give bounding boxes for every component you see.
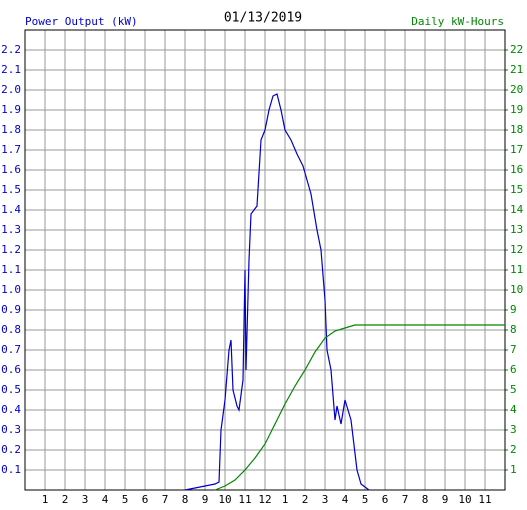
x-tick-label: 1 <box>42 493 49 506</box>
y-tick-label: 0.5 <box>1 383 21 396</box>
y-tick-label: 1.8 <box>1 123 21 136</box>
y2-tick-label: 2 <box>510 443 517 456</box>
y2-tick-label: 13 <box>510 223 523 236</box>
y2-tick-label: 12 <box>510 243 523 256</box>
y2-tick-label: 5 <box>510 383 517 396</box>
y2-tick-label: 19 <box>510 103 523 116</box>
plot-frame <box>24 29 506 491</box>
y2-tick-label: 7 <box>510 343 517 356</box>
x-tick-label: 4 <box>102 493 109 506</box>
y2-tick-label: 11 <box>510 263 523 276</box>
y-tick-label: 1.5 <box>1 183 21 196</box>
series-line <box>214 324 505 491</box>
y2-tick-label: 8 <box>510 323 517 336</box>
y2-tick-label: 21 <box>510 63 523 76</box>
y-tick-label: 0.2 <box>1 443 21 456</box>
y2-axis-label: Daily kW-Hours <box>411 15 504 28</box>
y2-tick-label: 3 <box>510 423 517 436</box>
y-tick-label: 2.2 <box>1 43 21 56</box>
y-tick-label: 1.7 <box>1 143 21 156</box>
y-tick-label: 1.4 <box>1 203 21 216</box>
x-tick-label: 6 <box>142 493 149 506</box>
x-tick-label: 3 <box>322 493 329 506</box>
x-tick-label: 7 <box>162 493 169 506</box>
x-tick-label: 8 <box>422 493 429 506</box>
x-tick-label: 12 <box>258 493 271 506</box>
x-tick-label: 3 <box>82 493 89 506</box>
y2-tick-label: 20 <box>510 83 523 96</box>
y2-tick-label: 9 <box>510 303 517 316</box>
chart-title: 01/13/2019 <box>224 11 302 26</box>
x-tick-label: 5 <box>362 493 369 506</box>
y-tick-label: 0.7 <box>1 343 21 356</box>
y-tick-label: 0.9 <box>1 303 21 316</box>
x-tick-label: 7 <box>402 493 409 506</box>
y-axis-label: Power Output (kW) <box>25 15 138 28</box>
y-tick-label: 1.2 <box>1 243 21 256</box>
x-tick-label: 6 <box>382 493 389 506</box>
y2-tick-label: 22 <box>510 43 523 56</box>
x-tick-label: 5 <box>122 493 129 506</box>
series-line <box>184 93 370 491</box>
x-tick-label: 2 <box>62 493 69 506</box>
x-tick-label: 10 <box>218 493 231 506</box>
y2-tick-label: 16 <box>510 163 523 176</box>
y2-tick-label: 6 <box>510 363 517 376</box>
y-tick-label: 1.3 <box>1 223 21 236</box>
y-tick-label: 0.6 <box>1 363 21 376</box>
y2-tick-label: 14 <box>510 203 524 216</box>
y2-tick-label: 17 <box>510 143 523 156</box>
y-tick-label: 2.0 <box>1 83 21 96</box>
y2-tick-label: 1 <box>510 463 517 476</box>
y-tick-label: 1.1 <box>1 263 21 276</box>
y-tick-label: 0.1 <box>1 463 21 476</box>
x-tick-label: 9 <box>442 493 449 506</box>
x-tick-label: 2 <box>302 493 309 506</box>
x-tick-label: 11 <box>478 493 491 506</box>
y2-tick-label: 15 <box>510 183 523 196</box>
y-tick-label: 0.4 <box>1 403 21 416</box>
x-tick-label: 10 <box>458 493 471 506</box>
x-tick-label: 11 <box>238 493 251 506</box>
y-tick-label: 1.6 <box>1 163 21 176</box>
y2-tick-label: 10 <box>510 283 523 296</box>
x-tick-label: 4 <box>342 493 349 506</box>
x-tick-label: 1 <box>282 493 289 506</box>
y-tick-label: 2.1 <box>1 63 21 76</box>
y-tick-label: 0.8 <box>1 323 21 336</box>
y2-tick-label: 18 <box>510 123 523 136</box>
y-tick-label: 1.0 <box>1 283 21 296</box>
x-tick-label: 8 <box>182 493 189 506</box>
x-tick-label: 9 <box>202 493 209 506</box>
y-tick-label: 1.9 <box>1 103 21 116</box>
y2-tick-label: 4 <box>510 403 517 416</box>
y-tick-label: 0.3 <box>1 423 21 436</box>
